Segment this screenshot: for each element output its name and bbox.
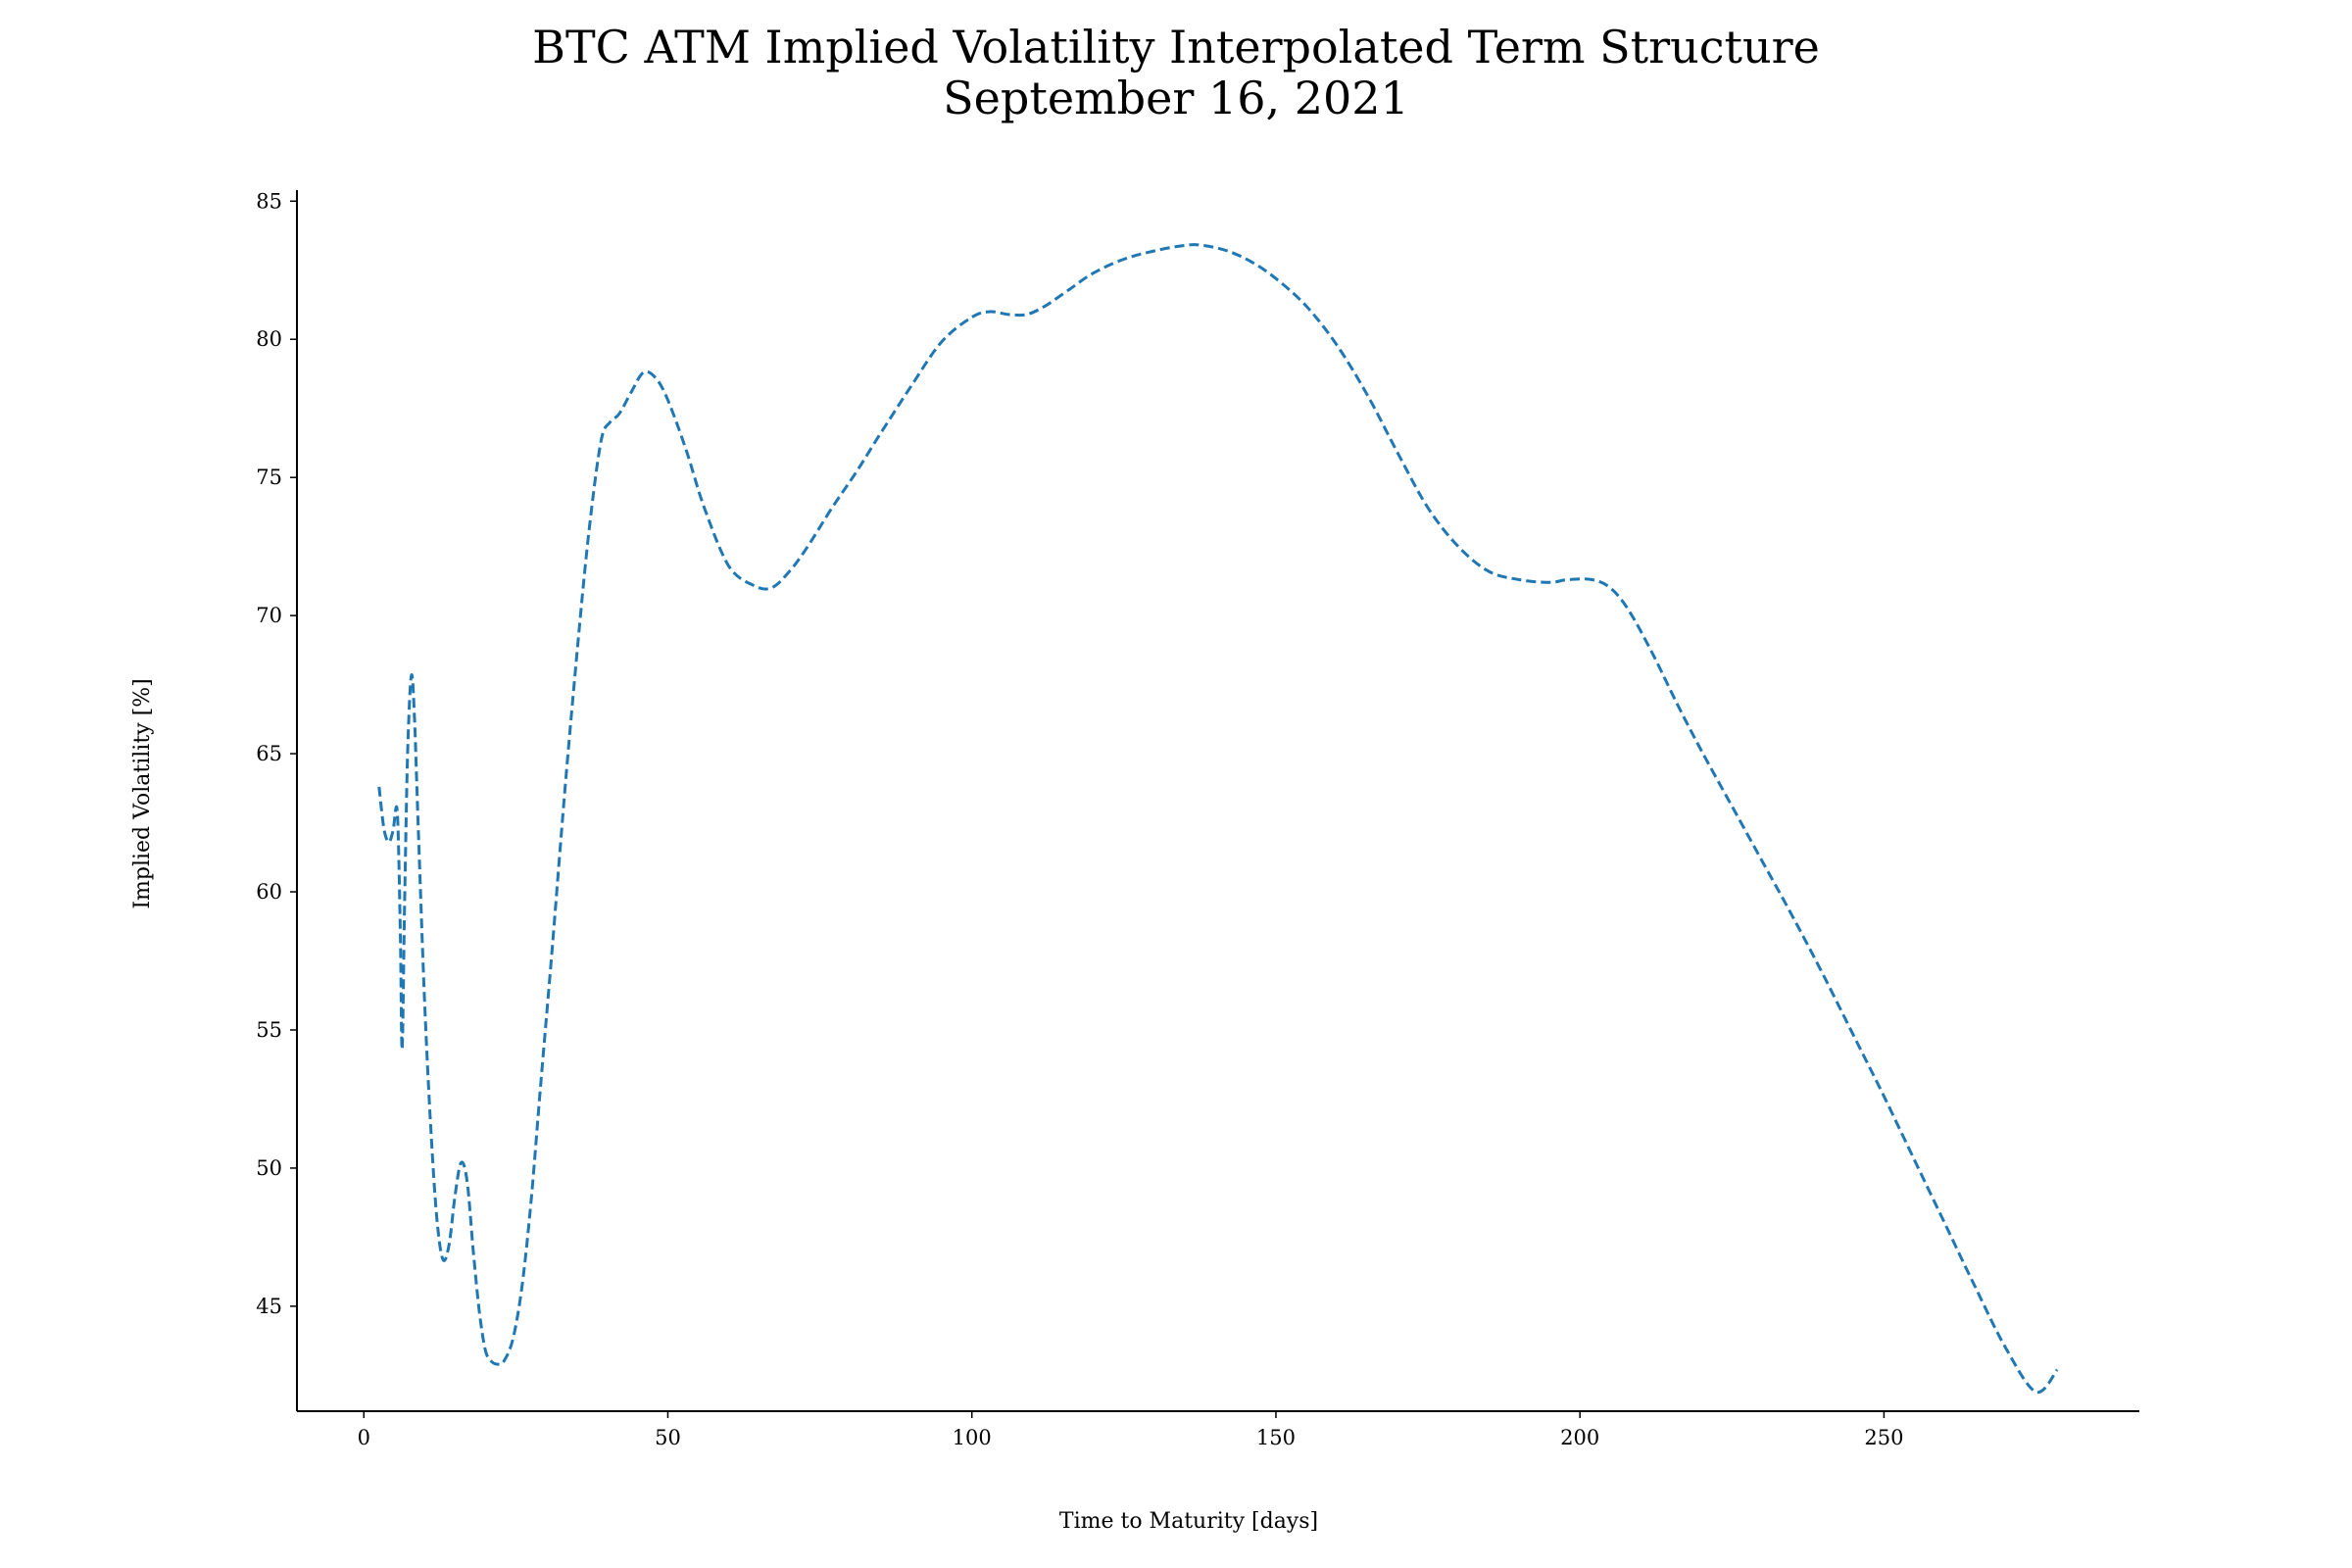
x-tick-label: 200: [1560, 1426, 1599, 1449]
y-tick-label: 85: [256, 189, 282, 213]
y-tick-label: 45: [256, 1295, 282, 1318]
y-tick-label: 80: [256, 327, 282, 351]
chart-title-block: BTC ATM Implied Volatility Interpolated …: [0, 22, 2352, 123]
y-tick-label: 75: [256, 466, 282, 489]
y-tick-label: 50: [256, 1156, 282, 1180]
x-axis-ticks: 0 50 100 150 200 250: [358, 1411, 1903, 1449]
y-tick-label: 60: [256, 880, 282, 904]
y-axis-label: Implied Volatility [%]: [130, 678, 155, 908]
x-tick-label: 50: [655, 1426, 681, 1449]
x-tick-label: 250: [1864, 1426, 1903, 1449]
chart-subtitle: September 16, 2021: [943, 72, 1409, 124]
y-tick-label: 70: [256, 604, 282, 627]
chart-title: BTC ATM Implied Volatility Interpolated …: [532, 21, 1820, 74]
x-axis-label: Time to Maturity [days]: [1059, 1509, 1318, 1534]
series-line: [377, 243, 2059, 1395]
x-tick-label: 0: [358, 1426, 370, 1449]
y-tick-label: 55: [256, 1018, 282, 1042]
x-tick-label: 150: [1256, 1426, 1296, 1449]
x-tick-label: 100: [953, 1426, 992, 1449]
y-tick-label: 65: [256, 742, 282, 765]
y-axis-ticks: 45 50 55 60 65 70 75 80 85: [256, 189, 297, 1318]
